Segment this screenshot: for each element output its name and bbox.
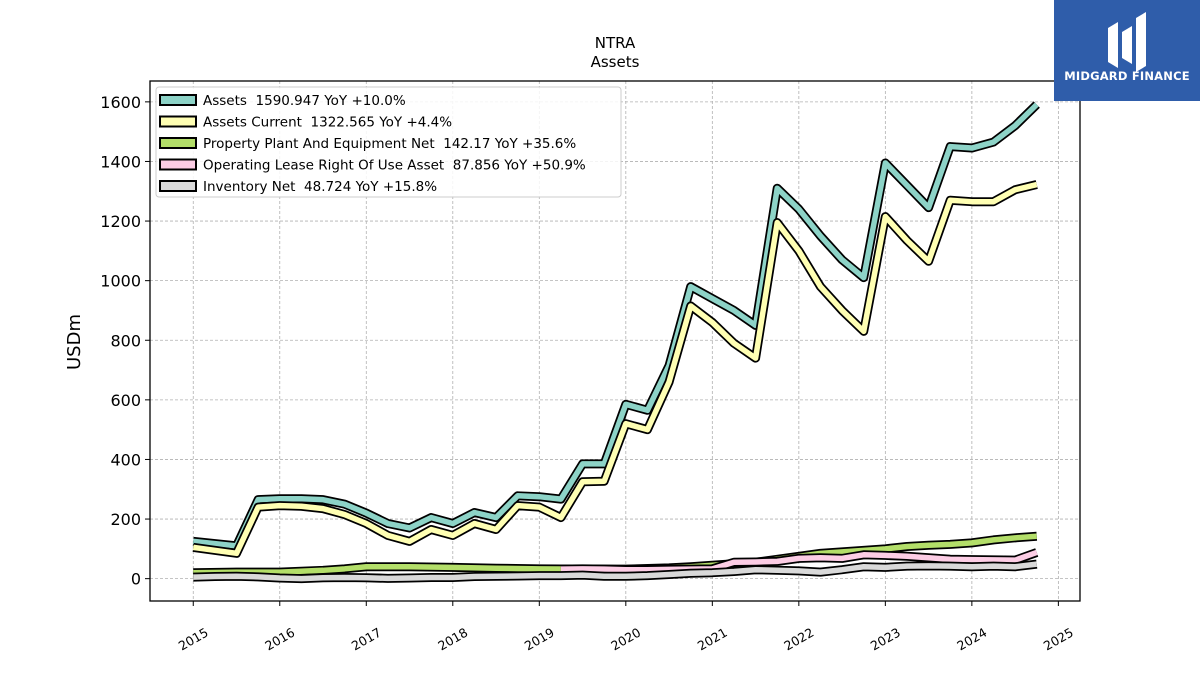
y-tick-label: 1600: [100, 93, 141, 112]
series-assets: [192, 101, 1040, 551]
legend-item: Assets Current 1322.565 YoY +4.4%: [159, 115, 452, 131]
x-tick-label: 2025: [1041, 625, 1076, 654]
legend: Assets 1590.947 YoY +10.0% Assets Current…: [155, 86, 622, 198]
series-line: [560, 549, 1038, 573]
series-line: [192, 102, 1039, 549]
chart-subtitle: Assets: [591, 53, 640, 71]
y-tick-label: 1400: [100, 152, 141, 171]
x-tick-label: 2024: [954, 625, 989, 654]
series-inventory-net: [193, 559, 1038, 584]
legend-item: Property Plant And Equipment Net 142.17 …: [159, 136, 576, 152]
chart-title: NTRA: [595, 34, 636, 52]
legend-swatch: [159, 137, 197, 149]
series-line: [192, 181, 1038, 557]
series-layer: [192, 101, 1040, 584]
logo-mark-icon: [1108, 12, 1146, 72]
legend-item: Operating Lease Right Of Use Asset 87.85…: [159, 158, 586, 174]
series-line: [193, 561, 1038, 582]
midgard-finance-logo: MIDGARD FINANCE: [1054, 0, 1200, 101]
legend-swatch: [159, 94, 197, 106]
x-tick-label: 2015: [176, 625, 211, 654]
x-tick-label: 2018: [435, 625, 470, 654]
x-tick-label: 2016: [262, 625, 297, 654]
y-axis-label: USDm: [64, 314, 85, 370]
series-operating-lease-right-of-use-asset: [560, 548, 1039, 575]
y-tick-label: 1200: [100, 212, 141, 231]
y-tick-label: 1000: [100, 272, 141, 291]
x-tick-label: 2019: [522, 625, 557, 654]
legend-item: Assets 1590.947 YoY +10.0%: [159, 93, 406, 109]
logo-text: MIDGARD FINANCE: [1064, 69, 1190, 83]
y-tick-label: 800: [110, 331, 141, 350]
legend-label: Inventory Net 48.724 YoY +15.8%: [203, 179, 437, 195]
legend-label: Operating Lease Right Of Use Asset 87.85…: [203, 158, 586, 174]
x-tick-label: 2022: [781, 625, 816, 654]
legend-label: Assets 1590.947 YoY +10.0%: [203, 93, 406, 109]
series-assets-current: [192, 180, 1038, 558]
y-tick-label: 0: [131, 570, 141, 589]
x-tick-label: 2017: [349, 625, 384, 654]
legend-swatch: [159, 158, 197, 171]
legend-swatch: [159, 115, 197, 128]
legend-label: Property Plant And Equipment Net 142.17 …: [203, 136, 576, 152]
x-tick-label: 2023: [868, 625, 903, 654]
legend-swatch: [159, 180, 197, 192]
y-tick-label: 600: [110, 391, 141, 410]
x-tick-label: 2020: [608, 625, 643, 654]
legend-box: [155, 86, 622, 198]
y-tick-label: 200: [110, 510, 141, 529]
x-tick-label: 2021: [695, 625, 730, 654]
plot-frame: [149, 80, 1081, 602]
legend-item: Inventory Net 48.724 YoY +15.8%: [159, 179, 437, 195]
legend-label: Assets Current 1322.565 YoY +4.4%: [203, 115, 452, 131]
y-tick-label: 400: [110, 450, 141, 469]
